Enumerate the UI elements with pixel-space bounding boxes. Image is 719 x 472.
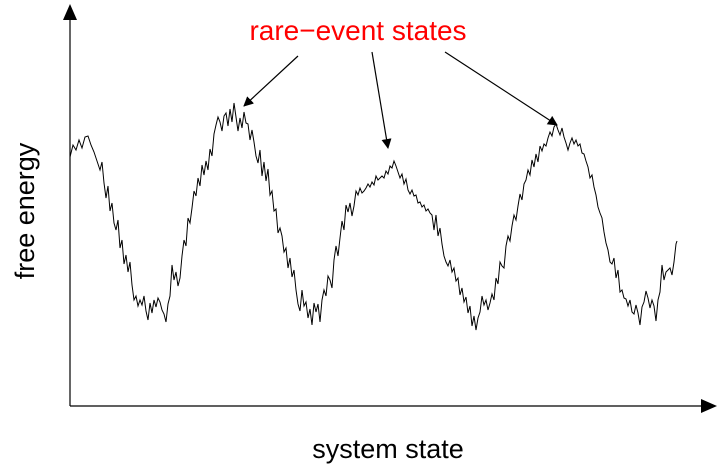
free-energy-curve	[69, 102, 678, 331]
annotation-label: rare−event states	[249, 15, 466, 46]
x-axis-label: system state	[312, 434, 464, 464]
arrow-to-barrier-1	[243, 55, 299, 107]
y-axis-label: free energy	[10, 142, 40, 279]
arrow-to-barrier-2	[371, 51, 392, 149]
x-axis-arrowhead	[701, 399, 717, 413]
y-axis-arrowhead	[63, 4, 77, 20]
arrow-to-barrier-3	[444, 51, 558, 126]
